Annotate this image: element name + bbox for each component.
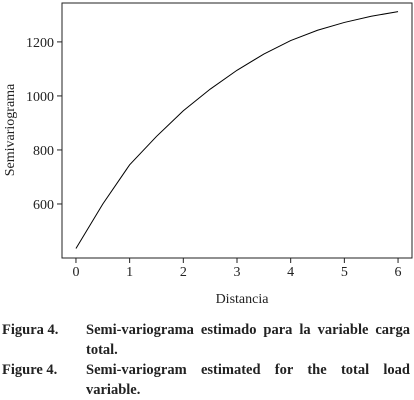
caption: Figura 4. Semi-variograma estimado para l… (2, 320, 410, 360)
x-tick-label: 5 (341, 265, 348, 280)
chart: Distancia Semivariograma 0 1 2 3 4 5 6 600 800 10… (3, 2, 413, 307)
caption-text: Semi-variograma estimado para la variabl… (86, 322, 410, 358)
caption: Figure 4. Semi-variogram estimated for th… (2, 360, 410, 400)
x-axis-label: Distancia (216, 292, 270, 307)
plot-frame (61, 2, 413, 259)
captions: Figura 4. Semi-variograma estimado para l… (2, 320, 410, 400)
x-tick-label: 0 (72, 265, 79, 280)
y-tick-label: 800 (33, 144, 54, 159)
y-tick-label: 1000 (26, 90, 54, 105)
x-tick-label: 4 (287, 265, 294, 280)
line (75, 11, 399, 249)
x-tick-label: 3 (234, 265, 241, 280)
x-tick-label: 1 (126, 265, 133, 280)
caption-label: Figure 4. (2, 362, 58, 378)
caption-text: Semi-variogram estimated for the total l… (86, 362, 410, 398)
x-tick-label: 6 (395, 265, 402, 280)
y-tick-label: 1200 (26, 36, 54, 51)
y-tick-label: 600 (33, 198, 54, 213)
caption-label: Figura 4. (2, 322, 59, 338)
y-axis-label: Semivariograma (3, 83, 18, 176)
x-tick-label: 2 (180, 265, 187, 280)
